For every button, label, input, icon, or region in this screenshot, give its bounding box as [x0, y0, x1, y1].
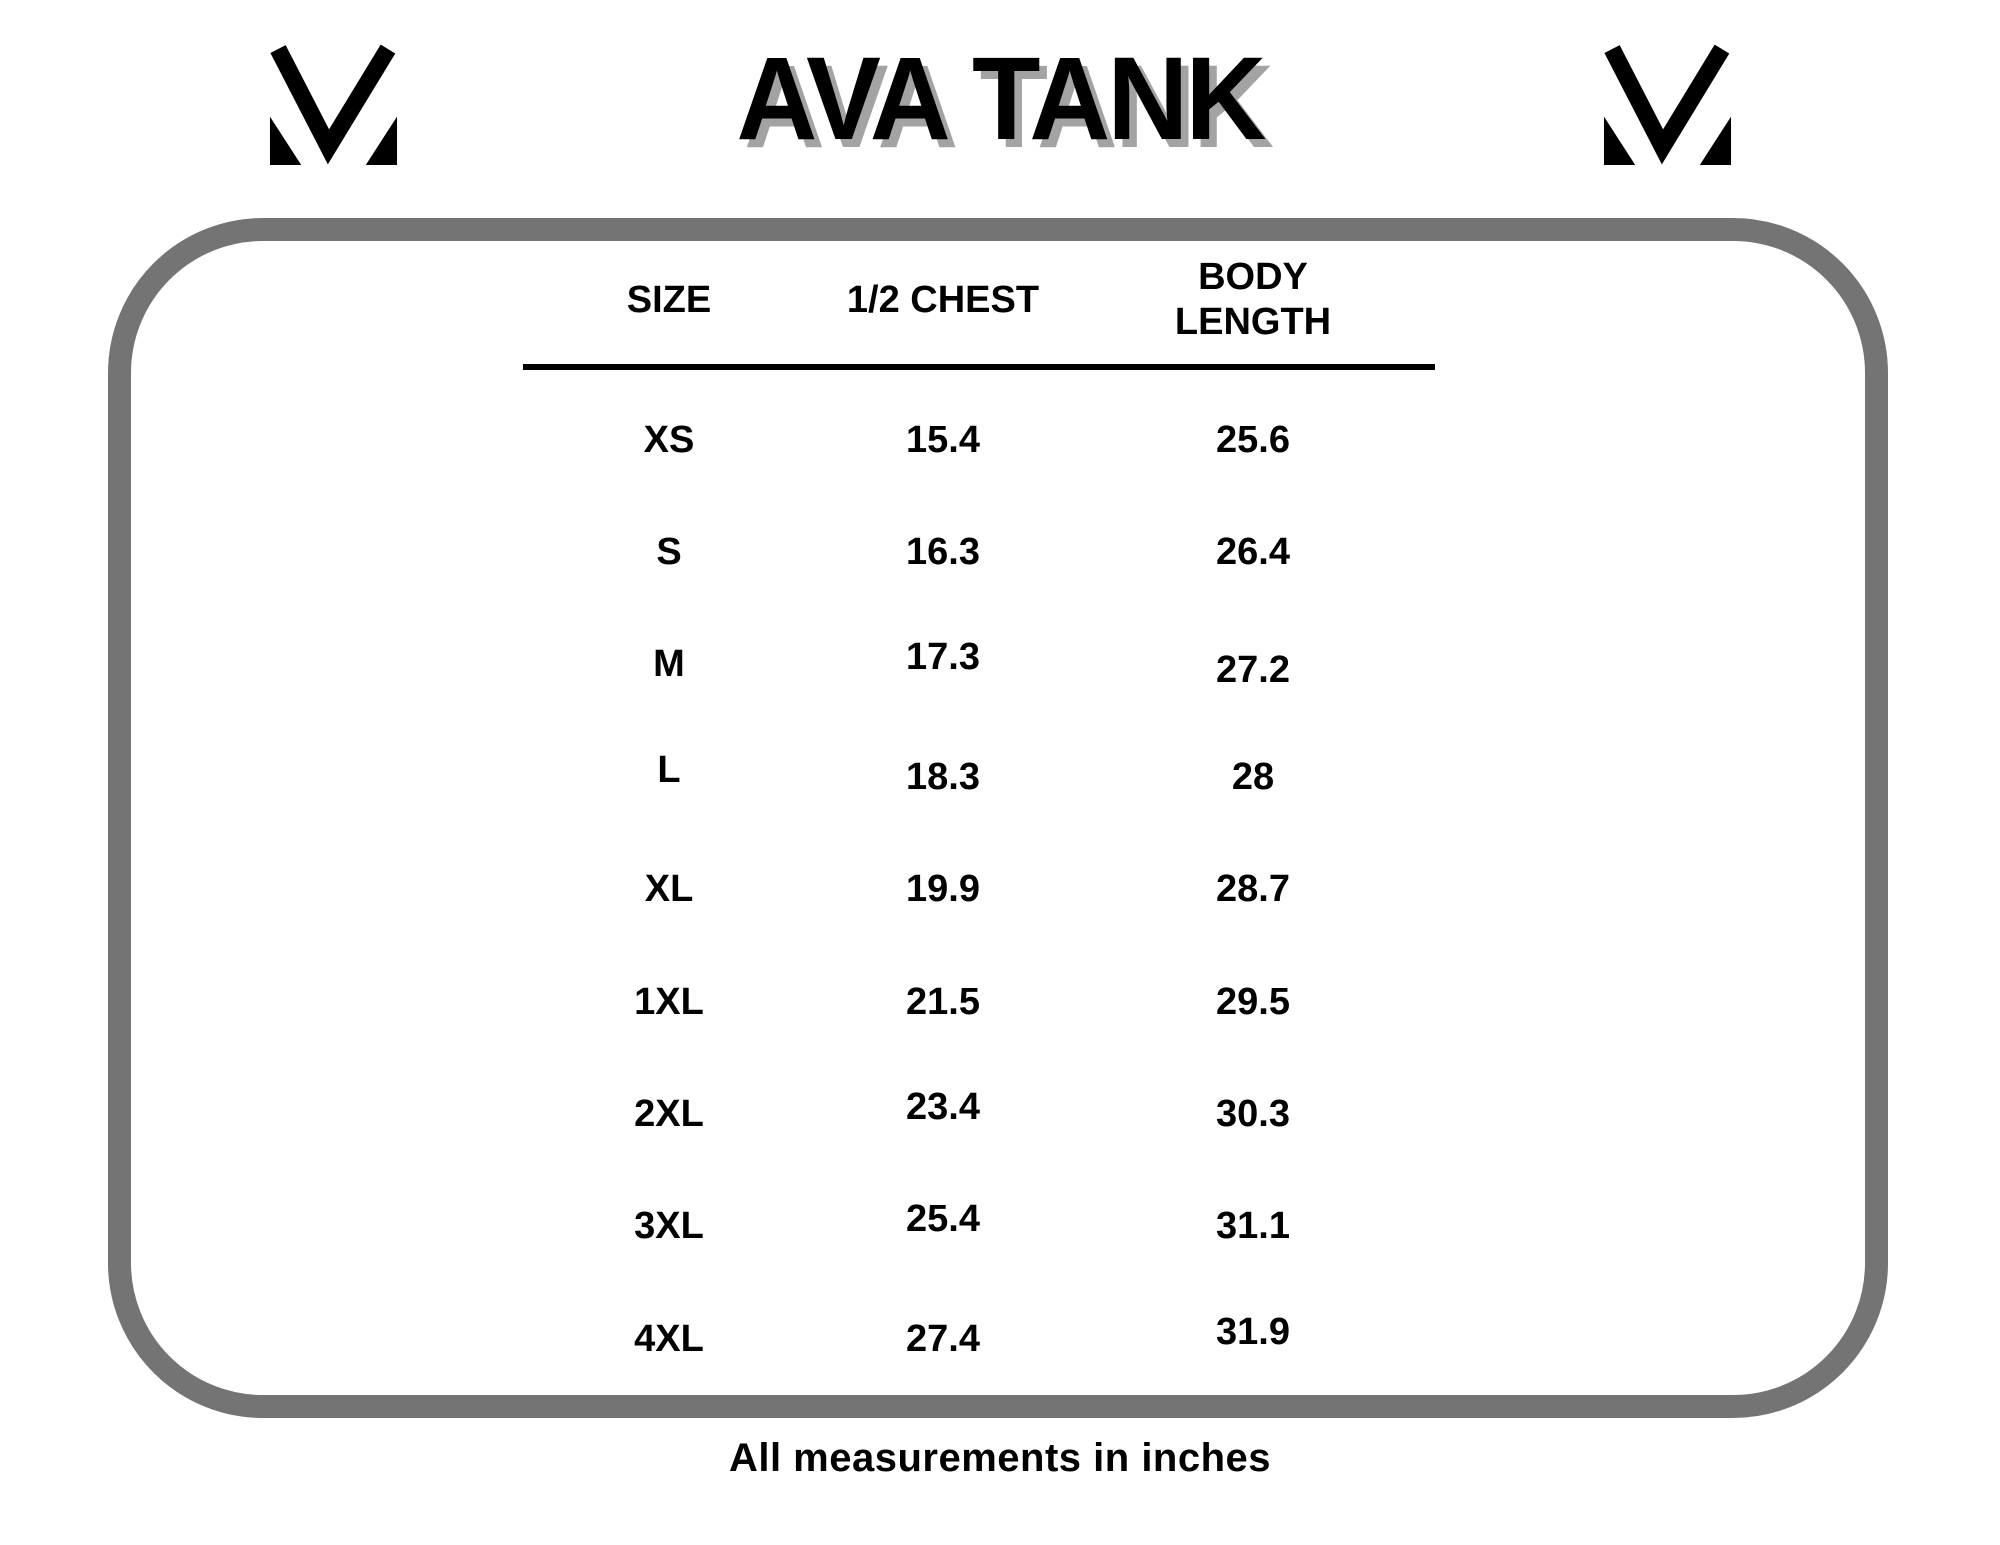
size-table: SIZE 1/2 CHEST BODY LENGTH XS 15.4 25.6 … [523, 244, 1435, 1396]
half-chest-cell: 25.4 [906, 1198, 980, 1241]
size-cell: 2XL [634, 1093, 704, 1136]
measurements-note: All measurements in inches [728, 1436, 1272, 1480]
header-divider [523, 364, 1435, 370]
mv-monogram-icon [269, 44, 398, 165]
size-cell: L [657, 748, 681, 791]
size-cell: XS [643, 418, 695, 461]
size-cell: S [656, 531, 682, 574]
table-row: 1XL 21.5 29.5 [523, 946, 1435, 1058]
size-cell: 3XL [634, 1205, 704, 1248]
table-row: S 16.3 26.4 [523, 496, 1435, 608]
half-chest-cell: 16.3 [906, 531, 980, 574]
body-length-cell: 31.1 [1216, 1205, 1290, 1248]
body-length-cell: 27.2 [1216, 649, 1290, 692]
half-chest-cell: 23.4 [906, 1086, 980, 1129]
half-chest-cell: 21.5 [906, 980, 980, 1023]
table-row: 4XL 27.4 31.9 [523, 1283, 1435, 1395]
brand-logo-right [1601, 44, 1734, 166]
table-row: 2XL 23.4 30.3 [523, 1058, 1435, 1170]
size-cell: 1XL [634, 980, 704, 1023]
table-row: M 17.3 27.2 [523, 609, 1435, 721]
column-header-half-chest: 1/2 CHEST [846, 278, 1040, 321]
table-body: XS 15.4 25.6 S 16.3 26.4 M 17.3 27.2 L 1… [523, 384, 1435, 1396]
body-length-cell: 29.5 [1216, 980, 1290, 1023]
brand-logo-left [267, 44, 400, 166]
table-header-row: SIZE 1/2 CHEST BODY LENGTH [523, 244, 1435, 356]
page-title: AVA TANK [736, 33, 1266, 165]
rounded-frame [108, 218, 1888, 1418]
body-length-cell: 26.4 [1216, 531, 1290, 574]
table-row: 3XL 25.4 31.1 [523, 1171, 1435, 1283]
half-chest-cell: 17.3 [906, 636, 980, 679]
table-row: XL 19.9 28.7 [523, 834, 1435, 946]
half-chest-cell: 19.9 [906, 868, 980, 911]
size-cell: 4XL [634, 1317, 704, 1360]
column-header-size: SIZE [626, 278, 712, 321]
column-header-body-length: BODY LENGTH [1174, 256, 1332, 343]
size-cell: XL [644, 868, 694, 911]
body-length-cell: 30.3 [1216, 1093, 1290, 1136]
body-length-cell: 31.9 [1216, 1310, 1290, 1353]
table-row: XS 15.4 25.6 [523, 384, 1435, 496]
size-cell: M [653, 643, 685, 686]
mv-monogram-icon [1603, 44, 1732, 165]
body-length-cell: 28 [1231, 755, 1275, 798]
half-chest-cell: 15.4 [906, 418, 980, 461]
half-chest-cell: 18.3 [906, 755, 980, 798]
body-length-cell: 25.6 [1216, 418, 1290, 461]
half-chest-cell: 27.4 [906, 1317, 980, 1360]
body-length-cell: 28.7 [1216, 868, 1290, 911]
table-row: L 18.3 28 [523, 721, 1435, 833]
